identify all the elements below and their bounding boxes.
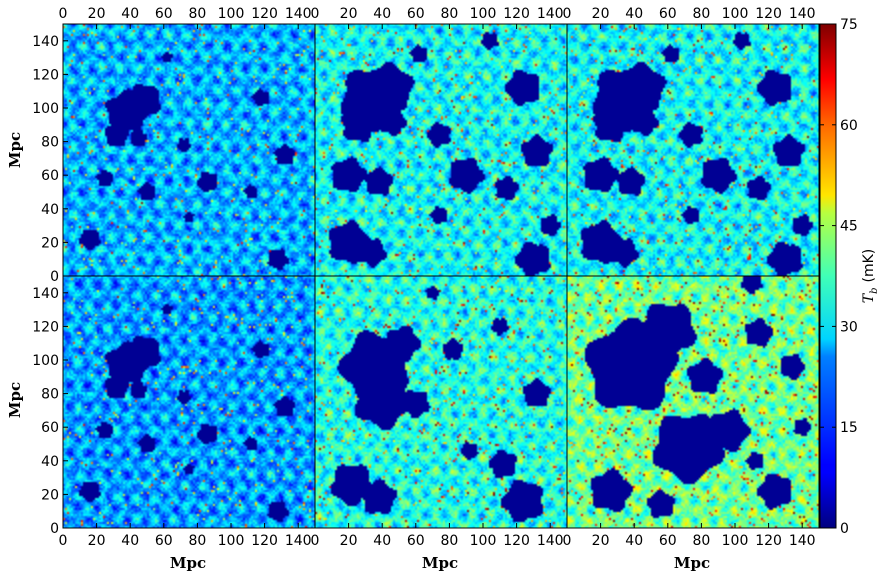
x-tick-label-bottom: 120 <box>755 533 782 549</box>
y-tick-label: 80 <box>41 135 59 151</box>
x-tick-label-top: 60 <box>407 6 425 22</box>
heatmap-panel-top-right <box>567 24 819 276</box>
x-tick-label-bottom: 60 <box>155 533 173 549</box>
colorbar-label-subscript: b <box>869 288 880 294</box>
y-tick-label: 100 <box>32 101 59 117</box>
x-tick-label-top: 60 <box>155 6 173 22</box>
x-tick-label-top: 60 <box>659 6 677 22</box>
x-tick-label-bottom: 0 <box>311 533 320 549</box>
y-tick-label: 60 <box>41 168 59 184</box>
panel-frame-bottom-right <box>566 275 820 529</box>
x-tick-label-bottom: 120 <box>503 533 530 549</box>
x-tick-label-top: 80 <box>692 6 710 22</box>
y-tick-label: 0 <box>50 521 59 537</box>
x-tick-label-bottom: 80 <box>440 533 458 549</box>
x-tick-label-bottom: 100 <box>218 533 245 549</box>
y-tick-label: 80 <box>41 387 59 403</box>
x-tick-label-top: 20 <box>340 6 358 22</box>
x-tick-label-bottom: 100 <box>470 533 497 549</box>
x-tick-label-top: 0 <box>563 6 572 22</box>
heatmap-panel-top-center <box>315 24 567 276</box>
x-tick-label-top: 80 <box>440 6 458 22</box>
x-tick-label-bottom: 140 <box>537 533 564 549</box>
y-tick-label: 40 <box>41 454 59 470</box>
x-tick-label-bottom: 80 <box>692 533 710 549</box>
y-tick-label: 120 <box>32 319 59 335</box>
y-axis-label-row1: Mpc <box>6 132 24 168</box>
y-tick-label: 20 <box>41 235 59 251</box>
x-tick-label-top: 80 <box>188 6 206 22</box>
y-tick-label: 120 <box>32 67 59 83</box>
x-tick-label-bottom: 20 <box>340 533 358 549</box>
x-tick-label-top: 120 <box>755 6 782 22</box>
y-tick-label: 100 <box>32 353 59 369</box>
x-axis-label-col1: Mpc <box>170 554 206 572</box>
x-tick-label-top: 100 <box>722 6 749 22</box>
x-tick-label-bottom: 120 <box>251 533 278 549</box>
x-tick-label-bottom: 140 <box>789 533 816 549</box>
x-tick-label-top: 140 <box>537 6 564 22</box>
colorbar-label-symbol: T <box>861 292 877 303</box>
x-tick-label-bottom: 140 <box>285 533 312 549</box>
x-tick-label-top: 20 <box>592 6 610 22</box>
colorbar-label: Tb (mK) <box>861 249 880 304</box>
x-tick-label-bottom: 0 <box>563 533 572 549</box>
x-tick-label-top: 40 <box>121 6 139 22</box>
colorbar-tick-label: 60 <box>840 118 858 134</box>
x-tick-label-bottom: 40 <box>373 533 391 549</box>
x-tick-label-bottom: 80 <box>188 533 206 549</box>
axes: 0020204040606080801001001201201401400020… <box>32 6 820 549</box>
colorbar-tick-label: 75 <box>840 17 858 33</box>
x-axis-label-col3: Mpc <box>674 554 710 572</box>
colorbar-tick-label: 15 <box>840 420 858 436</box>
x-tick-label-bottom: 100 <box>722 533 749 549</box>
x-tick-label-top: 0 <box>311 6 320 22</box>
colorbar-label-unit: (mK) <box>861 249 877 283</box>
colorbar-ticks: 0 15 30 45 60 75 <box>820 17 858 537</box>
y-tick-label: 0 <box>50 269 59 285</box>
colorbar-tick-label: 30 <box>840 319 858 335</box>
x-tick-label-bottom: 0 <box>59 533 68 549</box>
y-tick-label: 20 <box>41 487 59 503</box>
x-tick-label-top: 120 <box>503 6 530 22</box>
x-tick-label-top: 140 <box>789 6 816 22</box>
x-axis-label-col2: Mpc <box>422 554 458 572</box>
x-tick-label-top: 20 <box>88 6 106 22</box>
y-tick-label: 60 <box>41 420 59 436</box>
panel-grid <box>63 24 819 528</box>
x-tick-label-top: 100 <box>470 6 497 22</box>
heatmap-panel-bottom-center <box>315 276 567 528</box>
colorbar-tick-label: 0 <box>840 521 849 537</box>
x-tick-label-top: 0 <box>59 6 68 22</box>
y-tick-label: 40 <box>41 202 59 218</box>
x-tick-label-top: 100 <box>218 6 245 22</box>
x-tick-label-bottom: 60 <box>659 533 677 549</box>
heatmap-panel-bottom-left <box>63 276 315 528</box>
x-tick-label-top: 140 <box>285 6 312 22</box>
heatmap-panel-top-left <box>63 24 315 276</box>
y-tick-label: 140 <box>32 34 59 50</box>
y-tick-label: 140 <box>32 286 59 302</box>
x-tick-label-bottom: 20 <box>592 533 610 549</box>
colorbar <box>819 23 837 529</box>
x-tick-label-bottom: 20 <box>88 533 106 549</box>
x-tick-label-bottom: 60 <box>407 533 425 549</box>
x-tick-label-top: 40 <box>373 6 391 22</box>
x-tick-label-top: 120 <box>251 6 278 22</box>
colorbar-tick-label: 45 <box>840 219 858 235</box>
y-axis-label-row2: Mpc <box>6 382 24 418</box>
x-tick-label-bottom: 40 <box>121 533 139 549</box>
heatmap-panel-bottom-right <box>567 276 819 528</box>
x-tick-label-bottom: 40 <box>625 533 643 549</box>
x-tick-label-top: 40 <box>625 6 643 22</box>
